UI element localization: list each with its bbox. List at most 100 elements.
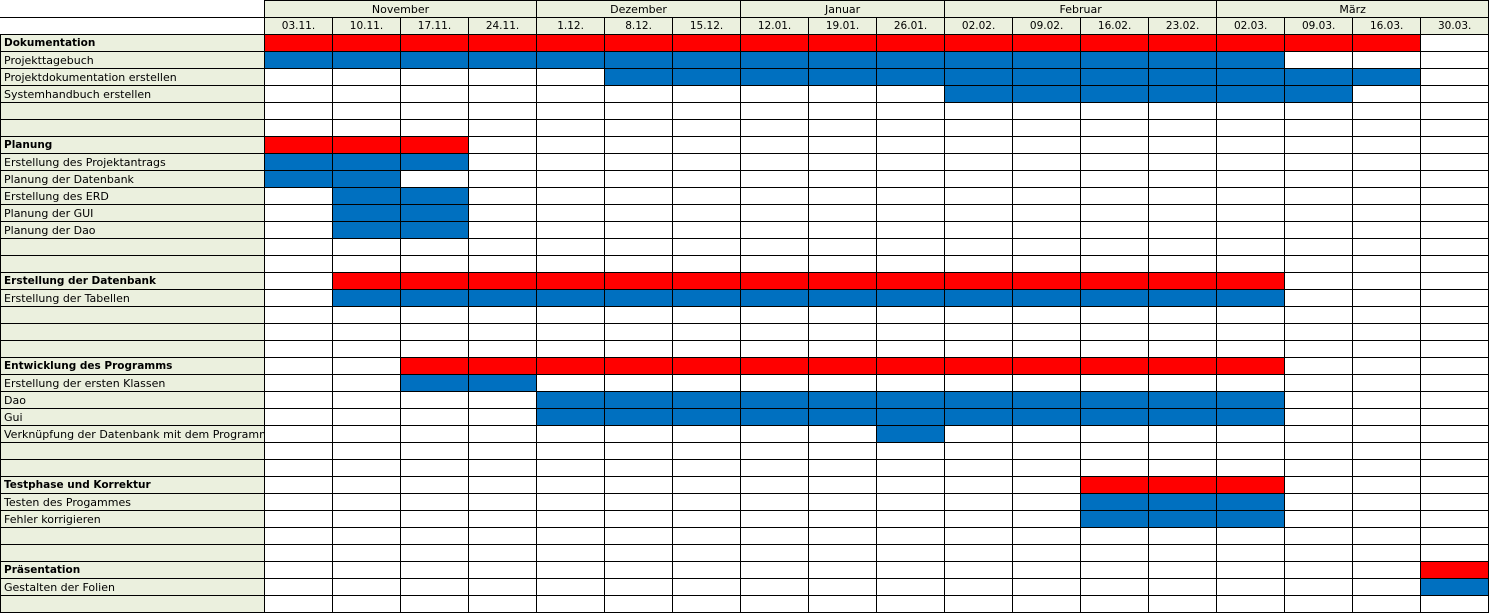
grid-cell[interactable] [536, 255, 606, 273]
phase-bar-cell[interactable] [467, 357, 538, 375]
grid-cell[interactable] [1012, 544, 1082, 562]
week-header[interactable]: 24.11. [467, 17, 538, 35]
task-bar-cell[interactable] [1284, 68, 1354, 86]
grid-cell[interactable] [1420, 187, 1490, 205]
grid-cell[interactable] [1352, 289, 1422, 307]
task-bar-cell[interactable] [1148, 493, 1218, 511]
task-label-cell[interactable]: Planung der GUI [0, 204, 265, 222]
grid-cell[interactable] [536, 187, 606, 205]
grid-cell[interactable] [740, 544, 810, 562]
grid-cell[interactable] [604, 170, 674, 188]
task-bar-cell[interactable] [332, 187, 401, 205]
grid-cell[interactable] [332, 238, 401, 256]
grid-cell[interactable] [1080, 153, 1150, 171]
grid-cell[interactable] [604, 119, 674, 137]
grid-cell[interactable] [808, 221, 878, 239]
grid-cell[interactable] [536, 204, 606, 222]
grid-cell[interactable] [264, 578, 333, 596]
grid-cell[interactable] [944, 102, 1014, 120]
grid-cell[interactable] [1216, 238, 1286, 256]
grid-cell[interactable] [1216, 255, 1286, 273]
task-bar-cell[interactable] [1148, 510, 1218, 528]
task-bar-cell[interactable] [332, 289, 401, 307]
task-bar-cell[interactable] [1352, 68, 1422, 86]
grid-cell[interactable] [536, 85, 606, 103]
grid-cell[interactable] [672, 544, 742, 562]
task-bar-cell[interactable] [400, 153, 469, 171]
grid-cell[interactable] [536, 238, 606, 256]
grid-cell[interactable] [1352, 306, 1422, 324]
grid-cell[interactable] [876, 204, 946, 222]
task-bar-cell[interactable] [400, 204, 469, 222]
grid-cell[interactable] [808, 119, 878, 137]
week-header[interactable]: 23.02. [1148, 17, 1218, 35]
grid-cell[interactable] [467, 595, 538, 613]
grid-cell[interactable] [536, 578, 606, 596]
grid-cell[interactable] [1352, 221, 1422, 239]
grid-cell[interactable] [1420, 272, 1490, 290]
task-bar-cell[interactable] [1148, 51, 1218, 69]
grid-cell[interactable] [740, 476, 810, 494]
grid-cell[interactable] [264, 340, 333, 358]
phase-label-cell[interactable]: Erstellung der Datenbank [0, 272, 265, 290]
phase-bar-cell[interactable] [1216, 357, 1286, 375]
grid-cell[interactable] [808, 85, 878, 103]
task-bar-cell[interactable] [876, 289, 946, 307]
task-label-cell[interactable]: Planung der Datenbank [0, 170, 265, 188]
grid-cell[interactable] [1284, 340, 1354, 358]
grid-cell[interactable] [876, 170, 946, 188]
grid-cell[interactable] [1420, 340, 1490, 358]
phase-bar-cell[interactable] [400, 272, 469, 290]
grid-cell[interactable] [876, 238, 946, 256]
grid-cell[interactable] [604, 510, 674, 528]
phase-bar-cell[interactable] [1284, 34, 1354, 52]
task-bar-cell[interactable] [1216, 408, 1286, 426]
grid-cell[interactable] [1080, 459, 1150, 477]
grid-cell[interactable] [332, 119, 401, 137]
grid-cell[interactable] [1420, 34, 1490, 52]
task-bar-cell[interactable] [604, 68, 674, 86]
grid-cell[interactable] [1284, 204, 1354, 222]
grid-cell[interactable] [876, 323, 946, 341]
grid-cell[interactable] [400, 238, 469, 256]
grid-cell[interactable] [1012, 578, 1082, 596]
task-bar-cell[interactable] [604, 51, 674, 69]
grid-cell[interactable] [740, 153, 810, 171]
week-header[interactable]: 8.12. [604, 17, 674, 35]
task-label-cell[interactable]: Gui [0, 408, 265, 426]
week-header[interactable]: 03.11. [264, 17, 333, 35]
grid-cell[interactable] [332, 408, 401, 426]
grid-cell[interactable] [1080, 595, 1150, 613]
grid-cell[interactable] [467, 119, 538, 137]
grid-cell[interactable] [1216, 442, 1286, 460]
phase-bar-cell[interactable] [400, 34, 469, 52]
grid-cell[interactable] [264, 289, 333, 307]
grid-cell[interactable] [1080, 340, 1150, 358]
phase-bar-cell[interactable] [944, 357, 1014, 375]
grid-cell[interactable] [672, 323, 742, 341]
grid-cell[interactable] [400, 102, 469, 120]
grid-cell[interactable] [264, 204, 333, 222]
task-bar-cell[interactable] [1420, 578, 1490, 596]
grid-cell[interactable] [332, 85, 401, 103]
grid-cell[interactable] [1420, 255, 1490, 273]
grid-cell[interactable] [944, 374, 1014, 392]
task-bar-cell[interactable] [1148, 68, 1218, 86]
grid-cell[interactable] [467, 459, 538, 477]
grid-cell[interactable] [1284, 255, 1354, 273]
week-header[interactable]: 30.03. [1420, 17, 1490, 35]
grid-cell[interactable] [944, 187, 1014, 205]
grid-cell[interactable] [1284, 459, 1354, 477]
grid-cell[interactable] [876, 476, 946, 494]
grid-cell[interactable] [1080, 187, 1150, 205]
grid-cell[interactable] [944, 136, 1014, 154]
task-bar-cell[interactable] [332, 51, 401, 69]
grid-cell[interactable] [1080, 544, 1150, 562]
grid-cell[interactable] [1284, 289, 1354, 307]
grid-cell[interactable] [467, 306, 538, 324]
grid-cell[interactable] [1420, 357, 1490, 375]
task-bar-cell[interactable] [332, 153, 401, 171]
grid-cell[interactable] [808, 595, 878, 613]
grid-cell[interactable] [808, 306, 878, 324]
grid-cell[interactable] [740, 340, 810, 358]
